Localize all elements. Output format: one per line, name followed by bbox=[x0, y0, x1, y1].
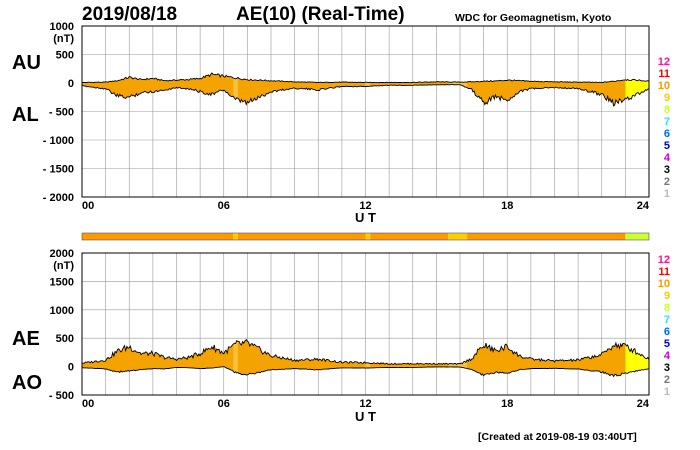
station-count-label: 7 bbox=[664, 116, 670, 128]
station-count-label: 2 bbox=[664, 374, 670, 386]
credit-text: WDC for Geomagnetism, Kyoto bbox=[455, 12, 612, 24]
x-tick-label: 18 bbox=[501, 200, 513, 212]
x-tick-label: 12 bbox=[359, 398, 371, 410]
station-count-label: 11 bbox=[658, 68, 670, 80]
x-tick-label: 06 bbox=[218, 200, 230, 212]
y-tick-label: 1000 bbox=[50, 21, 74, 33]
station-count-label: 4 bbox=[664, 350, 671, 362]
station-count-label: 6 bbox=[664, 128, 670, 140]
station-count-label: 10 bbox=[658, 80, 670, 92]
y-tick-label: - 1000 bbox=[43, 135, 74, 147]
x-tick-label: 06 bbox=[218, 398, 230, 410]
area-tint bbox=[448, 359, 468, 369]
x-tick-label: 18 bbox=[501, 398, 513, 410]
station-count-label: 6 bbox=[664, 326, 670, 338]
band-segment bbox=[365, 233, 371, 240]
band-segment bbox=[625, 233, 649, 240]
y-tick-label: - 1500 bbox=[43, 164, 74, 176]
band-segment bbox=[82, 233, 234, 240]
x-tick-label: 24 bbox=[637, 200, 650, 212]
al-label: AL bbox=[12, 104, 39, 126]
area-tint bbox=[365, 362, 371, 369]
y-tick-label: 500 bbox=[56, 50, 74, 62]
x-tick-label: 24 bbox=[637, 398, 650, 410]
station-count-label: 5 bbox=[664, 140, 670, 152]
station-count-label: 10 bbox=[658, 278, 670, 290]
area-tint bbox=[625, 344, 649, 374]
chart-date: 2019/08/18 bbox=[82, 4, 178, 25]
station-count-label: 1 bbox=[664, 188, 670, 200]
station-count-label: 1 bbox=[664, 386, 670, 398]
x-axis-label: U T bbox=[355, 409, 376, 424]
plot-frame bbox=[81, 252, 650, 396]
y-tick-label: 0 bbox=[68, 362, 74, 374]
series-line-al bbox=[81, 84, 650, 107]
plot-frame bbox=[81, 25, 650, 198]
x-tick-label: 00 bbox=[82, 200, 94, 212]
band-segment bbox=[370, 233, 449, 240]
band-segment bbox=[448, 233, 468, 240]
station-count-label: 4 bbox=[664, 152, 671, 164]
ae-label: AE bbox=[12, 328, 40, 350]
created-timestamp: [Created at 2019-08-19 03:40UT] bbox=[478, 431, 637, 443]
y-tick-label: - 2000 bbox=[43, 192, 74, 204]
station-count-label: 3 bbox=[664, 362, 670, 374]
x-axis-label: U T bbox=[355, 210, 376, 225]
chart-title: AE(10) (Real-Time) bbox=[236, 4, 405, 25]
station-count-label: 12 bbox=[658, 56, 670, 68]
station-count-label: 3 bbox=[664, 164, 670, 176]
band-segment bbox=[467, 233, 626, 240]
y-tick-label: 500 bbox=[56, 333, 74, 345]
station-count-label: 7 bbox=[664, 314, 670, 326]
station-count-label: 9 bbox=[664, 290, 670, 302]
area-fill bbox=[82, 339, 649, 377]
area-fill bbox=[82, 73, 649, 106]
station-count-label: 9 bbox=[664, 92, 670, 104]
y-axis-unit: (nT) bbox=[53, 33, 74, 45]
y-axis-unit: (nT) bbox=[53, 260, 74, 272]
band-frame bbox=[81, 232, 650, 241]
area-tint bbox=[233, 340, 238, 373]
band-segment bbox=[233, 233, 238, 240]
au-al-panel: 1000 500 0 - 500 - 1000 - 1500 - 2000 (nT) 00 06 1… bbox=[43, 21, 650, 225]
station-count-label: 2 bbox=[664, 176, 670, 188]
ao-label: AO bbox=[12, 372, 42, 394]
x-tick-label: 12 bbox=[359, 200, 371, 212]
y-tick-label: 1000 bbox=[50, 305, 74, 317]
series-line-ae bbox=[81, 338, 650, 366]
station-count-label: 8 bbox=[664, 104, 670, 116]
station-count-label: 11 bbox=[658, 266, 670, 278]
area-tint bbox=[233, 77, 238, 100]
ae-ao-panel: 2000 1500 1000 500 0 - 500 (nT) 00 06 12 18 24 U T bbox=[49, 248, 650, 424]
station-count-label: 8 bbox=[664, 302, 670, 314]
y-tick-label: - 500 bbox=[49, 390, 74, 402]
station-color-band bbox=[81, 232, 650, 241]
y-tick-label: 1500 bbox=[50, 276, 74, 288]
area-tint bbox=[365, 82, 371, 87]
y-tick-label: 0 bbox=[68, 78, 74, 90]
station-count-label: 5 bbox=[664, 338, 670, 350]
area-tint bbox=[625, 79, 649, 100]
series-line-ao bbox=[81, 366, 650, 378]
y-tick-label: - 500 bbox=[49, 107, 74, 119]
y-tick-label: 2000 bbox=[50, 248, 74, 260]
au-label: AU bbox=[12, 52, 41, 74]
x-tick-label: 00 bbox=[82, 398, 94, 410]
band-segment bbox=[237, 233, 366, 240]
series-line-au bbox=[81, 72, 650, 84]
station-count-label: 12 bbox=[658, 254, 670, 266]
